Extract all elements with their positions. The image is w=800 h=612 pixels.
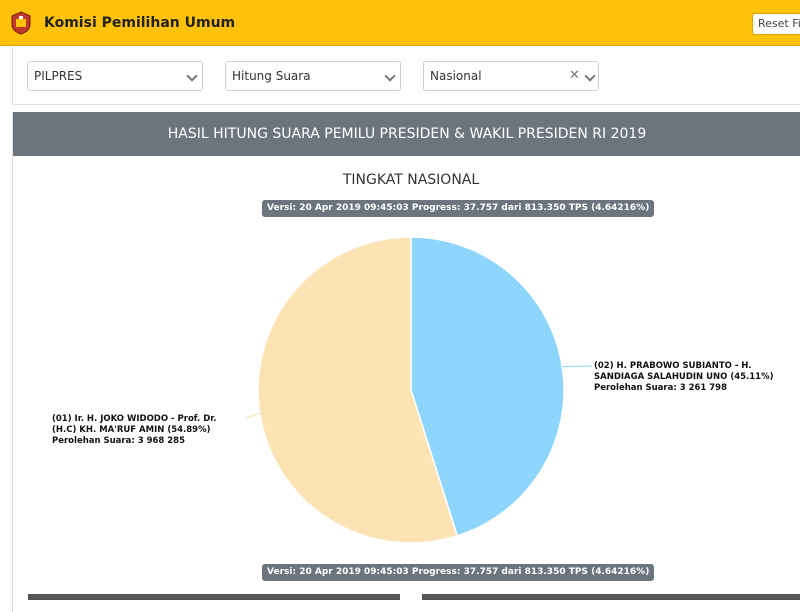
bottom-table-right: [422, 594, 800, 600]
leader-line-0: [562, 365, 593, 368]
election-select-value: PILPRES: [34, 69, 83, 83]
panel-heading-text: HASIL HITUNG SUARA PEMILU PRESIDEN & WAK…: [167, 126, 647, 142]
mode-select[interactable]: Hitung Suara: [225, 61, 401, 91]
slice-label-01: (01) Ir. H. JOKO WIDODO - Prof. Dr. (H.C…: [52, 414, 242, 447]
reset-filter-button[interactable]: Reset Filter: [752, 13, 800, 35]
app-title: Komisi Pemilihan Umum: [44, 15, 236, 31]
region-select-value: Nasional: [430, 69, 482, 83]
slice-label-02: (02) H. PRABOWO SUBIANTO - H. SANDIAGA S…: [594, 361, 784, 394]
bottom-table-left: [28, 594, 400, 600]
clear-icon[interactable]: ✕: [569, 68, 580, 83]
pie-slice-0[interactable]: [410, 236, 565, 537]
filter-bar: PILPRES Hitung Suara Nasional ✕: [12, 47, 800, 105]
region-select[interactable]: Nasional ✕: [423, 61, 599, 91]
slice-label-01-votes: Perolehan Suara: 3 968 285: [52, 436, 186, 446]
chart-title-text: TINGKAT NASIONAL: [342, 172, 480, 188]
mode-select-value: Hitung Suara: [232, 69, 311, 83]
slice-label-01-name: (01) Ir. H. JOKO WIDODO - Prof. Dr. (H.C…: [52, 414, 217, 435]
leader-line-1: [245, 412, 260, 419]
version-pill-bottom: Versi: 20 Apr 2019 09:45:03 Progress: 37…: [262, 564, 655, 581]
version-pill-top: Versi: 20 Apr 2019 09:45:03 Progress: 37…: [262, 200, 655, 217]
kpu-emblem-icon[interactable]: [10, 11, 32, 35]
slice-label-02-name: (02) H. PRABOWO SUBIANTO - H. SANDIAGA S…: [594, 361, 774, 382]
chart-title: TINGKAT NASIONAL: [13, 172, 800, 188]
election-select[interactable]: PILPRES: [27, 61, 203, 91]
panel-heading: HASIL HITUNG SUARA PEMILU PRESIDEN & WAK…: [13, 112, 800, 156]
top-bar: Komisi Pemilihan Umum Reset Filter: [0, 0, 800, 46]
slice-label-02-votes: Perolehan Suara: 3 261 798: [594, 383, 728, 393]
